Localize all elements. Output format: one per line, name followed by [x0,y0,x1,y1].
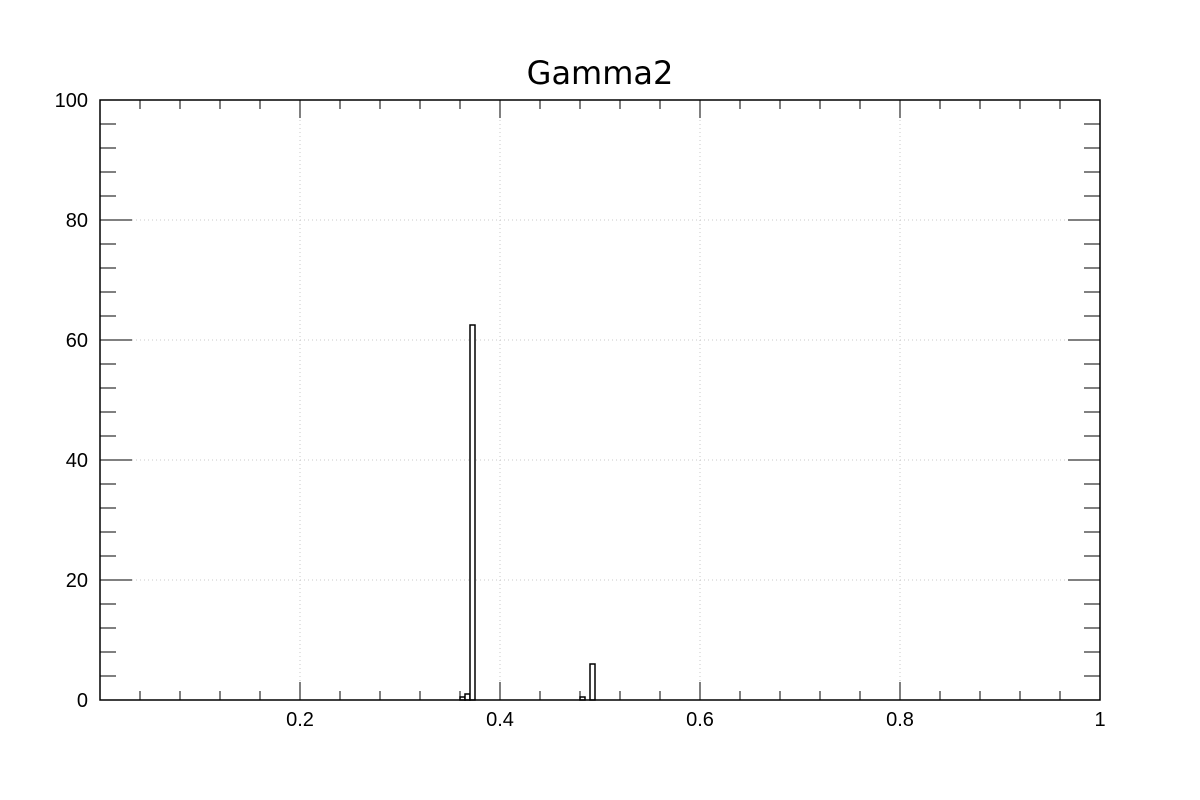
y-tick-label: 40 [66,450,88,472]
grid-lines [100,100,1100,700]
y-tick-label: 20 [66,570,88,592]
axis-ticks [100,99,1101,701]
histogram-bars [459,324,596,701]
y-tick-label: 100 [55,90,88,112]
y-tick-label: 60 [66,330,88,352]
chart-title: Gamma2 [527,54,674,92]
x-tick-label: 0.8 [886,709,914,731]
histogram-bar [469,324,476,701]
x-tick-label: 0.4 [486,709,514,731]
plot-frame [99,99,1101,701]
tick-labels: 0.2 0.4 0.6 0.8 1 0 20 40 60 80 100 [55,90,1106,731]
x-tick-label: 0.6 [686,709,714,731]
y-tick-label: 0 [77,690,88,712]
histogram-bar [589,663,596,701]
y-tick-label: 80 [66,210,88,232]
x-tick-label: 1 [1094,709,1105,731]
x-tick-label: 0.2 [286,709,314,731]
